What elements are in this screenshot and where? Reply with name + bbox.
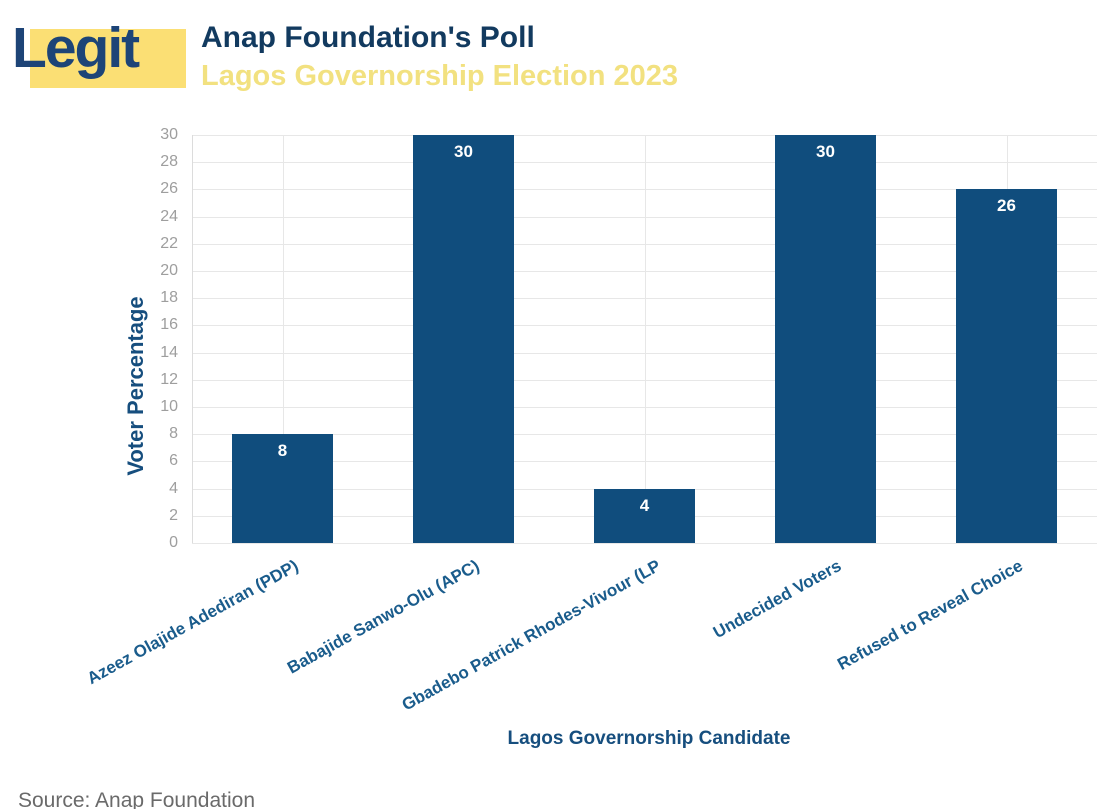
bar-value-label: 8 — [277, 441, 288, 461]
x-gridline — [282, 135, 284, 543]
y-tick-label: 30 — [160, 126, 178, 143]
legit-logo: Legit — [12, 16, 140, 80]
bar-value-label: 4 — [639, 495, 650, 515]
y-tick-label: 16 — [160, 316, 178, 334]
bar: 26 — [956, 189, 1057, 543]
bar-value-label: 26 — [997, 196, 1016, 216]
x-tick-label-text: Azeez Olajide Adediran (PDP) — [84, 556, 302, 689]
bar: 30 — [413, 135, 514, 543]
x-tick-label-text: Babajide Sanwo-Olu (APC) — [284, 556, 483, 678]
y-tick-label: 26 — [160, 180, 178, 198]
y-tick-label: 2 — [169, 506, 178, 524]
y-tick-label: 8 — [169, 425, 178, 443]
bar: 8 — [232, 434, 333, 543]
x-axis-title: Lagos Governorship Candidate — [507, 728, 791, 749]
bar: 30 — [775, 135, 876, 543]
y-tick-label: 4 — [169, 479, 178, 497]
y-tick-label: 10 — [160, 398, 178, 415]
y-tick-label: 14 — [160, 343, 178, 361]
y-tick-label: 22 — [160, 234, 178, 252]
x-tick-label-text: Refused to Reveal Choice — [833, 556, 1026, 674]
chart-title: Anap Foundation's Poll — [201, 21, 535, 54]
legit-logo-background — [30, 29, 186, 88]
y-tick-label: 20 — [160, 262, 178, 279]
x-tick-label-text: Undecided Voters — [710, 556, 845, 643]
y-tick-label: 18 — [160, 289, 178, 307]
bar-value-label: 30 — [454, 142, 473, 161]
source-attribution: Source: Anap Foundation — [18, 789, 256, 809]
bar-value-label: 30 — [816, 142, 835, 161]
y-tick-label: 28 — [160, 153, 178, 171]
y-axis-spine — [192, 135, 193, 543]
y-tick-label: 0 — [169, 534, 178, 551]
y-tick-label: 6 — [169, 452, 178, 470]
x-gridline — [644, 135, 646, 543]
y-tick-label: 12 — [160, 370, 178, 388]
y-gridline — [192, 543, 1097, 544]
chart-subtitle: Lagos Governorship Election 2023 — [201, 60, 679, 92]
y-tick-label: 24 — [160, 207, 178, 225]
bar: 4 — [594, 488, 695, 543]
